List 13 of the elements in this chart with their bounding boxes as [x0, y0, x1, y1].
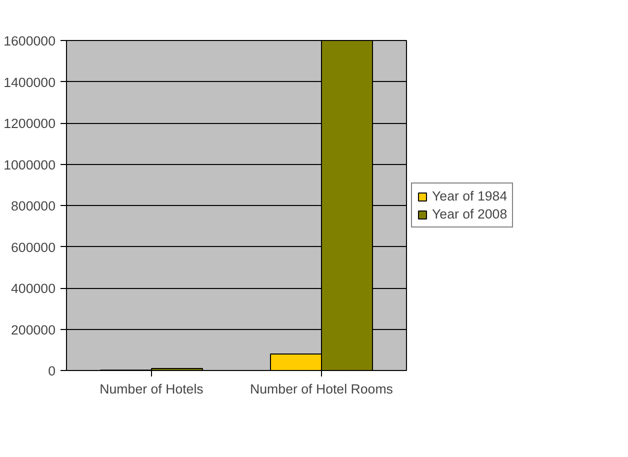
y-tick-label: 1600000 [4, 34, 56, 48]
y-tick-label: 1200000 [4, 116, 56, 131]
legend-label: Year of 1984 [432, 188, 508, 204]
y-tick-label: 0 [48, 364, 56, 378]
y-tick-label: 400000 [11, 281, 56, 296]
x-tick-label: Number of Hotels [100, 382, 204, 396]
y-tick-label: 1400000 [4, 74, 56, 90]
y-tick-label: 1000000 [4, 157, 56, 172]
y-tick-label: 800000 [11, 198, 56, 214]
legend-label: Year of 2008 [432, 206, 508, 222]
x-tick-label: Number of Hotel Rooms [250, 382, 394, 396]
y-tick-label: 200000 [11, 322, 56, 338]
y-tick-label: 600000 [11, 240, 56, 255]
